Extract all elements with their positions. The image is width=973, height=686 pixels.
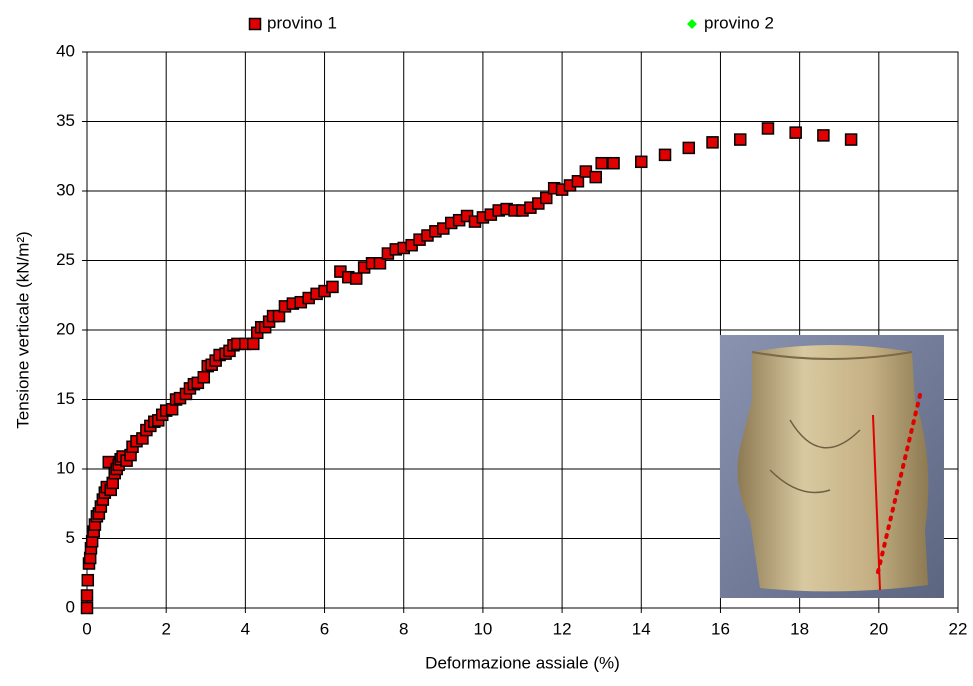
x-tick-label: 14 <box>632 619 651 638</box>
data-point <box>682 141 696 155</box>
data-point <box>326 280 339 294</box>
y-tick-label: 25 <box>56 250 75 269</box>
y-tick-label: 5 <box>66 528 75 547</box>
inset-photo <box>720 335 944 598</box>
x-tick-label: 18 <box>790 619 809 638</box>
x-axis-label: Deformazione assiale (%) <box>425 653 620 672</box>
data-point <box>635 155 648 169</box>
data-point <box>81 573 95 587</box>
x-tick-label: 20 <box>869 619 888 638</box>
x-tick-label: 2 <box>161 619 170 638</box>
x-tick-label: 22 <box>949 619 968 638</box>
data-point <box>595 156 608 170</box>
y-tick-label: 40 <box>56 41 75 60</box>
data-point <box>349 272 363 285</box>
legend-marker <box>248 17 262 31</box>
legend-label: provino 1 <box>267 13 337 32</box>
data-point <box>817 129 830 142</box>
data-point <box>373 257 387 270</box>
data-point <box>80 601 94 615</box>
data-point <box>197 371 211 384</box>
x-tick-label: 10 <box>473 619 492 638</box>
data-point <box>247 337 260 351</box>
x-tick-label: 0 <box>82 619 91 638</box>
x-tick-label: 12 <box>553 619 572 638</box>
y-tick-label: 15 <box>56 389 75 408</box>
y-axis-label: Tensione verticale (kN/m²) <box>13 231 32 428</box>
data-point <box>761 122 775 135</box>
data-point <box>589 170 602 184</box>
data-point <box>571 175 585 188</box>
x-tick-label: 16 <box>711 619 730 638</box>
data-point <box>607 156 620 170</box>
data-point <box>80 589 94 602</box>
data-point <box>734 133 747 146</box>
y-tick-label: 30 <box>56 180 75 199</box>
y-tick-label: 10 <box>56 458 75 477</box>
data-point <box>789 126 802 139</box>
x-tick-label: 8 <box>399 619 408 638</box>
data-point <box>706 136 719 149</box>
legend-marker <box>687 19 697 29</box>
legend-label: provino 2 <box>704 13 774 32</box>
data-point <box>540 191 553 205</box>
y-tick-label: 0 <box>66 597 75 616</box>
y-tick-label: 35 <box>56 111 75 130</box>
y-tick-label: 20 <box>56 319 75 338</box>
x-tick-label: 4 <box>241 619 250 638</box>
x-tick-label: 6 <box>320 619 329 638</box>
data-point <box>658 148 672 162</box>
data-point <box>844 133 858 146</box>
